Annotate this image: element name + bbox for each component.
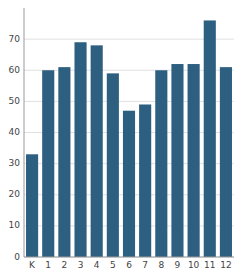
grid-line	[24, 257, 234, 258]
y-tick-label: 60	[9, 65, 21, 75]
grid-line	[24, 39, 234, 40]
bar	[188, 64, 200, 257]
y-tick-label: 50	[9, 96, 21, 106]
x-tick-label: K	[29, 260, 36, 270]
grid-line	[24, 101, 234, 102]
x-tick-label: 11	[204, 260, 215, 270]
x-tick-label: 7	[142, 260, 148, 270]
bar	[107, 73, 119, 257]
bar	[26, 154, 38, 257]
bar	[123, 111, 135, 257]
bar	[171, 64, 183, 257]
x-tick-label: 8	[158, 260, 164, 270]
x-tick-label: 1	[45, 260, 51, 270]
x-tick-label: 5	[110, 260, 116, 270]
bar	[204, 20, 216, 257]
bar	[91, 45, 103, 257]
x-tick-labels: K123456789101112	[29, 260, 232, 270]
x-tick-label: 12	[220, 260, 231, 270]
grid	[24, 39, 234, 257]
y-tick-labels: 0 10 20 30 40 50 60 70	[9, 34, 21, 262]
bars	[26, 20, 232, 257]
bar	[58, 67, 70, 257]
chart-container: 010203040506070K123456789101112	[0, 0, 240, 277]
x-tick-label: 9	[175, 260, 181, 270]
y-tick-label: 0	[14, 252, 20, 262]
bar	[155, 70, 167, 257]
bar	[220, 67, 232, 257]
x-tick-label: 2	[62, 260, 68, 270]
grid-line	[24, 70, 234, 71]
y-tick-label: 10	[9, 220, 21, 230]
y-axis-line	[24, 8, 25, 257]
x-tick-label: 4	[94, 260, 100, 270]
y-tick-label: 20	[9, 189, 21, 199]
chart: 010203040506070K123456789101112	[0, 0, 240, 277]
x-tick-label: 10	[188, 260, 200, 270]
y-tick-label: 30	[9, 158, 21, 168]
y-tick-label: 70	[9, 34, 21, 44]
bar	[74, 42, 86, 257]
bar	[42, 70, 54, 257]
x-axis-line	[24, 257, 234, 258]
x-tick-label: 3	[78, 260, 84, 270]
x-tick-label: 6	[126, 260, 132, 270]
y-tick-label: 40	[9, 127, 21, 137]
bar	[139, 104, 151, 257]
